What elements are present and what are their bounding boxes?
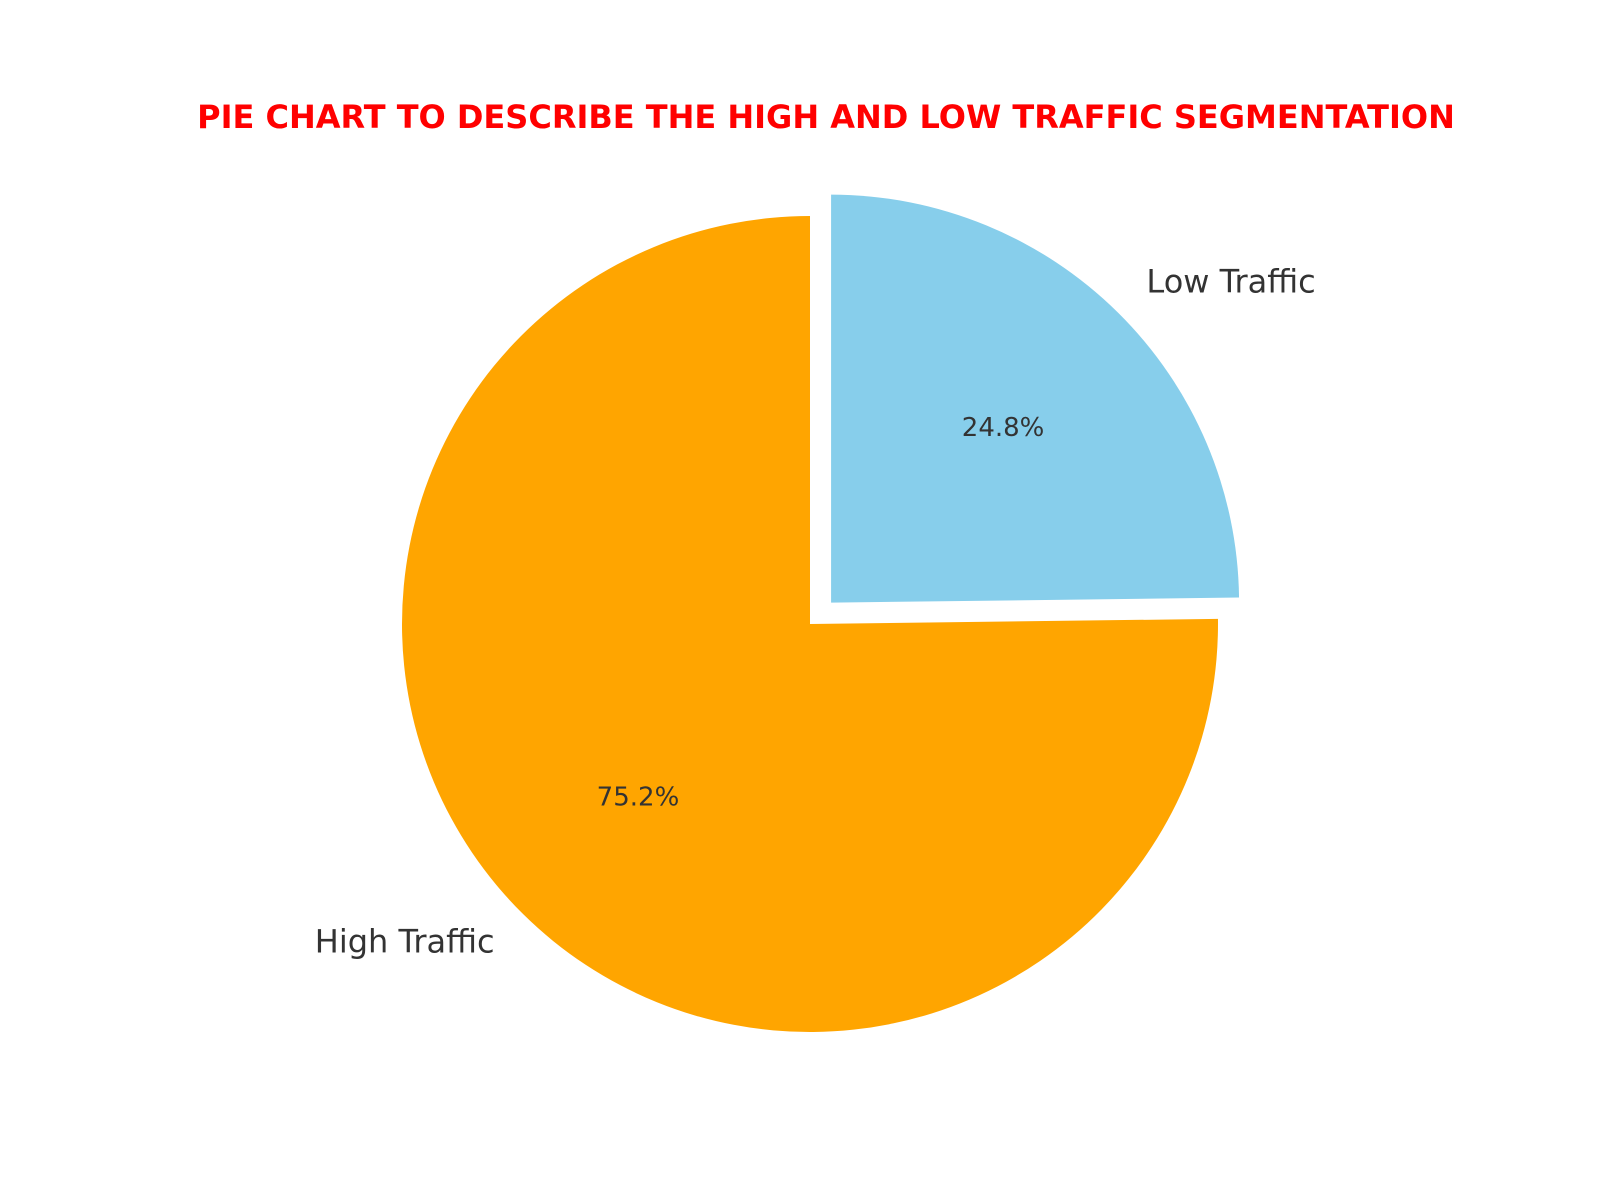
pie-slice-low-traffic — [831, 194, 1240, 603]
pie-slice-percent-label: 24.8% — [962, 413, 1045, 443]
pie-slice-category-label: High Traffic — [315, 922, 495, 960]
pie-labels: 24.8% Low Traffic 75.2% High Traffic — [315, 262, 1316, 960]
pie-slice-percent-label: 75.2% — [597, 783, 680, 813]
chart-title: PIE CHART TO DESCRIBE THE HIGH AND LOW T… — [197, 98, 1455, 136]
pie-slice-category-label: Low Traffic — [1146, 262, 1315, 300]
pie-slice-high-traffic — [402, 216, 1218, 1032]
pie-slices — [402, 194, 1240, 1032]
